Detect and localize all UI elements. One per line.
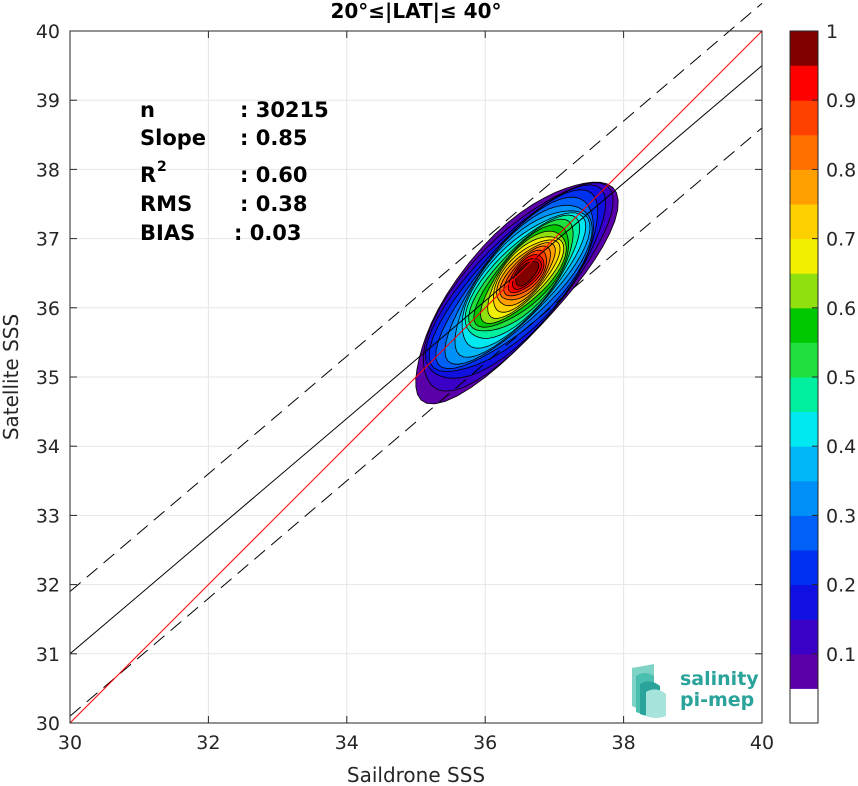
colorbar-segment [790,134,818,170]
fit-upper-line [69,2,763,592]
y-tick-label: 38 [36,159,60,181]
colorbar-segment [790,307,818,343]
x-tick-label: 34 [335,732,359,754]
y-tick-label: 37 [36,229,60,251]
colorbar-segment [790,65,818,101]
colorbar-segment [790,515,818,551]
logo-waves-icon [632,664,666,718]
colorbar-segment [790,204,818,240]
colorbar-segment [790,377,818,413]
density-contours [415,181,619,405]
identity-line [69,30,763,724]
x-tick-label: 38 [612,732,636,754]
reference-lines [69,2,763,724]
colorbar-tick-label: 0.3 [826,505,856,527]
logo-line2: pi-mep [680,689,754,711]
colorbar-segment [790,619,818,655]
stat-superscript: 2 [157,159,167,175]
stat-value: : 0.85 [240,126,308,150]
stat-label: RMS [140,192,192,216]
chart-title: 20°≤|LAT|≤ 40° [330,0,501,23]
x-tick-label: 40 [750,732,774,754]
stat-label: n [140,98,155,122]
colorbar-tick-label: 1 [826,21,838,43]
colorbar-tick-label: 0.1 [826,644,856,666]
y-tick-label: 35 [36,367,60,389]
y-tick-label: 33 [36,505,60,527]
stat-value: : 0.03 [234,221,302,245]
fit-line [69,65,763,655]
colorbar-tick-label: 0.4 [826,436,856,458]
colorbar-segment [790,100,818,136]
colorbar-tick-label: 0.2 [826,575,856,597]
fit-lower-line [69,127,763,717]
colorbar-segment [790,446,818,482]
colorbar: 0.1 0.2 0.3 0.4 0.5 0.6 0.7 0.8 0.9 1 [789,21,856,724]
colorbar-tick-label: 0.9 [826,90,856,112]
colorbar-segment [790,273,818,309]
axis-ticks: 30 32 34 36 38 40 30 31 32 33 34 35 36 37 38 39 40 [36,21,774,754]
stat-label: R [140,163,156,187]
logo-line1: salinity [680,668,759,690]
stats-block: n : 30215 Slope : 0.85 R 2 : 0.60 RMS : 0.38 BIAS… [140,98,329,245]
colorbar-segment [790,688,818,724]
stat-value: : 0.38 [240,192,308,216]
y-axis-label: Satellite SSS [0,314,23,440]
colorbar-segment [790,238,818,274]
x-tick-label: 36 [473,732,497,754]
y-tick-label: 34 [36,436,60,458]
colorbar-segment [790,550,818,586]
y-tick-label: 40 [36,21,60,43]
colorbar-segment [790,169,818,205]
colorbar-tick-label: 0.7 [826,229,856,251]
colorbar-tick-label: 0.6 [826,298,856,320]
x-tick-label: 32 [196,732,220,754]
stat-label: BIAS [140,221,195,245]
y-tick-label: 32 [36,575,60,597]
y-tick-label: 36 [36,298,60,320]
y-tick-label: 39 [36,90,60,112]
colorbar-segment [790,480,818,516]
colorbar-segment [790,411,818,447]
x-tick-label: 30 [58,732,82,754]
stat-label: Slope [140,126,206,150]
colorbar-tick-label: 0.5 [826,367,856,389]
x-axis-label: Saildrone SSS [347,763,485,786]
colorbar-segment [790,584,818,620]
y-tick-label: 31 [36,644,60,666]
salinity-pi-mep-logo: salinity pi-mep [632,664,759,718]
colorbar-segment-top [790,31,818,66]
colorbar-segment [790,653,818,689]
stat-value: : 0.60 [240,163,308,187]
grid [69,30,763,724]
density-level-20 [515,261,540,287]
stat-value: : 30215 [240,98,329,122]
y-tick-label: 30 [36,713,60,735]
colorbar-tick-label: 0.8 [826,159,856,181]
colorbar-segment [790,342,818,378]
